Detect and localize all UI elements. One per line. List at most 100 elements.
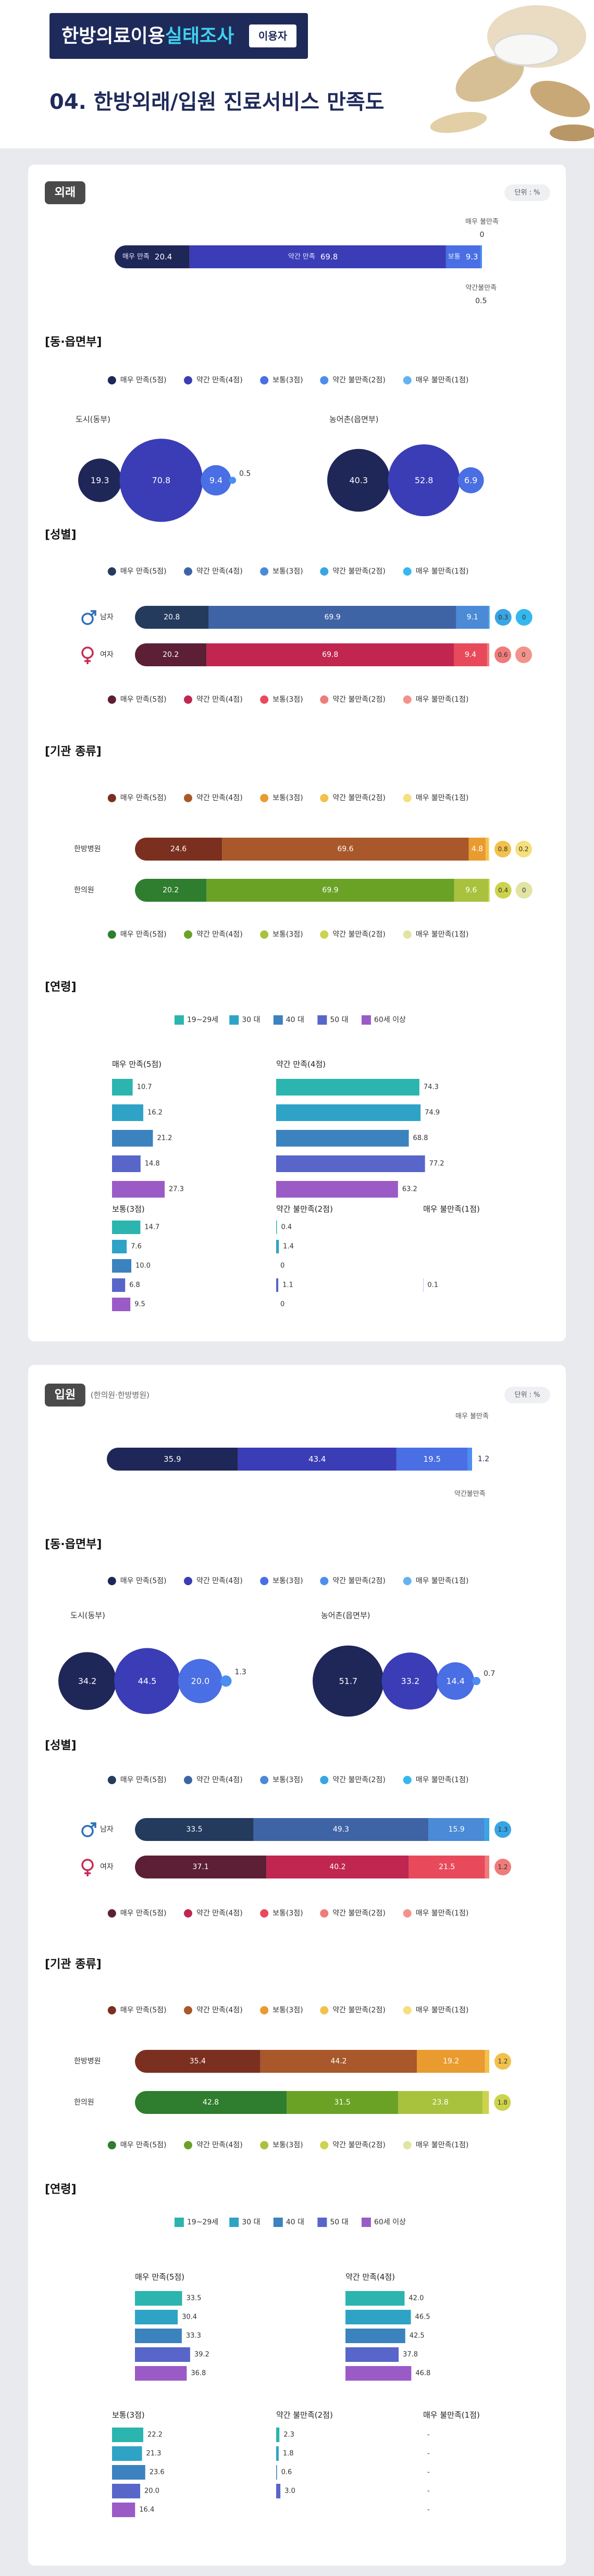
age-bar [276,2428,280,2442]
segment-value: 1.8 [498,2099,508,2106]
legend-swatch [260,1909,269,1918]
bubble [119,439,203,522]
segment-value: 0.4 [498,887,508,894]
panel-title: 매우 불만족(1점) [423,2410,480,2420]
group-label: 농어촌(읍면부) [321,1611,370,1620]
bubble-value: 19.3 [91,476,109,486]
age-value: 46.8 [415,2370,430,2378]
age-value: 74.9 [425,1109,440,1117]
group-label: 농어촌(읍면부) [329,415,379,424]
legend-label: 약간 불만족(2점) [332,567,386,576]
legend-label: 약간 불만족(2점) [332,2006,386,2014]
legend-label: 약간 만족(4점) [196,2141,243,2149]
segment-value: 35.9 [164,1454,181,1464]
legend-label: 매우 불만족(1점) [416,794,469,802]
segment-value: 31.5 [335,2098,351,2107]
legend-swatch [260,567,269,576]
small-value-badge [515,882,533,899]
age-bar [276,1155,425,1172]
segment-value: 0 [522,614,526,621]
outside-value: 0 [480,231,485,239]
section-tag-box [45,181,85,204]
subsection-title: [동·읍면부] [45,336,102,349]
segment-value: 33.5 [186,1825,202,1834]
age-value: 10.0 [135,1262,151,1270]
age-value: - [427,2506,430,2514]
herb [430,111,487,133]
overall-segment [189,245,446,268]
legend-swatch [403,1909,412,1918]
header-brand: 한방의료이용실태조사 [61,26,234,47]
bubble-value: 51.7 [339,1676,357,1686]
legend-swatch [403,695,412,704]
legend-label: 약간 불만족(2점) [332,695,386,704]
age-value: 0 [280,1262,284,1270]
unit-label: 단위 : % [515,189,540,197]
age-value: 42.0 [409,2295,424,2303]
bar-segment [206,879,454,902]
legend-label: 약간 만족(4점) [196,930,243,939]
panel-title: 약간 만족(4점) [276,1060,326,1069]
outside-name: 약간불만족 [454,1490,486,1498]
segment-value: 35.4 [190,2057,206,2065]
herb [455,54,524,102]
legend-swatch [107,376,116,384]
age-bar [112,1298,131,1311]
legend-label: 매우 만족(5점) [120,2141,167,2149]
segment-value: 9.3 [466,252,478,262]
segment-value: 15.9 [449,1825,465,1834]
age-value: 0.1 [427,1281,438,1289]
bar-segment [135,2091,287,2114]
brand-accent: 실태조사 [165,26,234,47]
age-bar [276,1181,398,1198]
legend-label: 매우 불만족(1점) [416,376,469,384]
legend-swatch [183,1577,192,1585]
section-card [28,1365,566,2566]
legend-label: 60세 이상 [374,2218,406,2226]
panel-title: 약간 만족(4점) [345,2272,395,2282]
age-bar [276,2446,279,2461]
segment-value: 23.8 [432,2098,449,2107]
legend-label: 약간 만족(4점) [196,376,243,384]
legend-swatch [260,930,269,939]
age-value: 14.7 [144,1224,159,1231]
age-bar [112,1259,131,1273]
group-label: 도시(동부) [76,415,110,424]
bar-segment [287,2091,399,2114]
legend-swatch [320,1577,329,1585]
age-value: 42.5 [410,2332,425,2340]
age-bar [112,1079,133,1096]
segment-value: 0.3 [498,614,508,621]
legend-swatch [183,695,192,704]
legend-swatch [403,794,412,802]
legend-swatch [320,376,329,384]
small-value-badge [515,841,532,857]
section-tag: 입원 [55,1389,76,1402]
bar-segment [485,2050,489,2073]
legend-label: 매우 불만족(1점) [416,930,469,939]
legend-label: 약간 불만족(2점) [332,1776,386,1784]
legend-label: 보통(3점) [273,567,303,576]
age-bar [112,2428,143,2442]
bubble [78,458,122,502]
age-value: 16.2 [147,1109,163,1117]
segment-value: 0.8 [498,845,508,853]
small-value-badge [494,609,512,626]
age-value: 27.3 [169,1186,184,1193]
legend-label: 매우 만족(5점) [120,1577,167,1585]
age-value: 74.3 [424,1084,439,1091]
bubble-value: 6.9 [464,476,477,486]
legend-label: 보통(3점) [273,376,303,384]
legend-label: 약간 만족(4점) [196,1909,243,1918]
legend-label: 매우 만족(5점) [120,1776,167,1784]
header-badge [49,13,308,59]
legend-swatch [107,2141,116,2149]
male-icon [90,610,96,616]
age-value: 1.4 [283,1243,294,1251]
age-value: 9.5 [134,1301,145,1309]
bar-segment [135,1818,254,1841]
legend-label: 보통(3점) [273,1577,303,1585]
subsection-title: [성별] [45,529,77,542]
bar-segment [454,879,488,902]
age-value: 33.3 [186,2332,201,2340]
